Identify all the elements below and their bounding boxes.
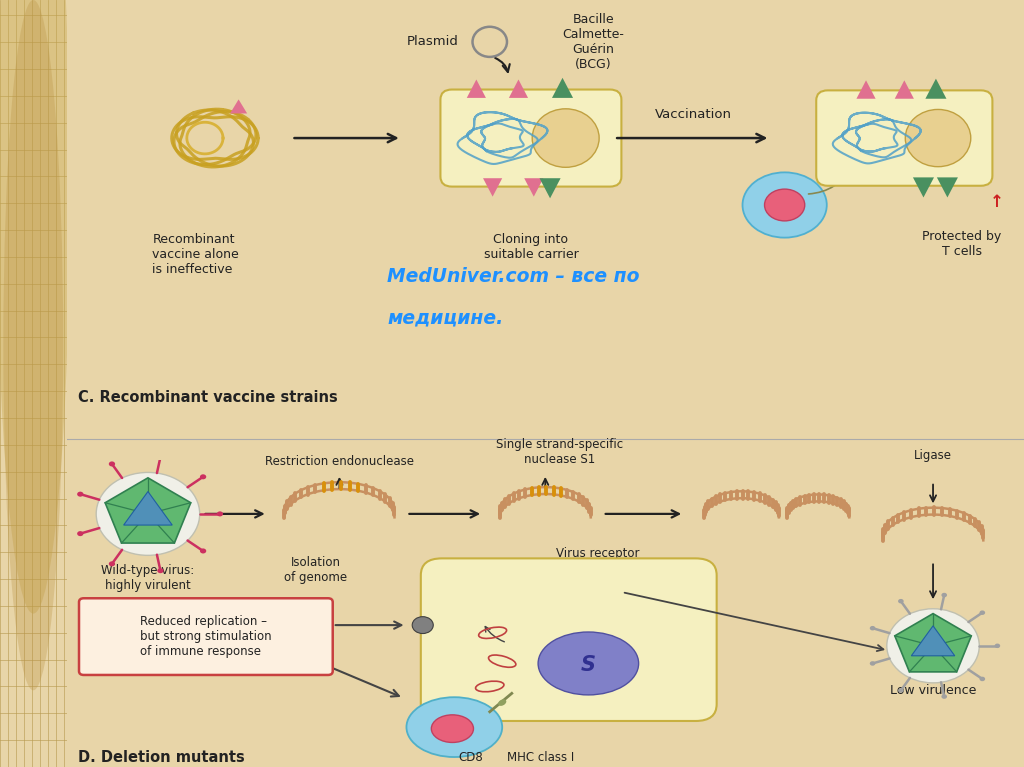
- Polygon shape: [552, 77, 573, 98]
- Text: Protected by
T cells: Protected by T cells: [923, 230, 1001, 258]
- Circle shape: [109, 561, 115, 566]
- Circle shape: [994, 644, 1000, 648]
- FancyBboxPatch shape: [421, 558, 717, 721]
- Circle shape: [941, 593, 947, 597]
- Ellipse shape: [431, 715, 473, 742]
- Circle shape: [869, 626, 876, 630]
- Ellipse shape: [742, 173, 826, 238]
- Circle shape: [941, 694, 947, 699]
- Polygon shape: [895, 614, 972, 672]
- Circle shape: [869, 661, 876, 666]
- FancyBboxPatch shape: [79, 598, 333, 675]
- Circle shape: [980, 611, 985, 615]
- Text: Reduced replication –
but strong stimulation
of immune response: Reduced replication – but strong stimula…: [139, 615, 271, 658]
- Ellipse shape: [765, 189, 805, 221]
- Polygon shape: [105, 478, 190, 543]
- Text: D. Deletion mutants: D. Deletion mutants: [78, 750, 245, 765]
- Circle shape: [980, 676, 985, 681]
- Circle shape: [217, 512, 223, 516]
- Polygon shape: [926, 79, 946, 99]
- Circle shape: [96, 472, 200, 555]
- Circle shape: [3, 0, 63, 690]
- Circle shape: [413, 617, 433, 634]
- Circle shape: [887, 609, 979, 683]
- Circle shape: [532, 109, 599, 167]
- Text: MedUniver.com – все по: MedUniver.com – все по: [387, 267, 640, 285]
- Text: Cloning into
suitable carrier: Cloning into suitable carrier: [483, 232, 579, 261]
- Circle shape: [200, 474, 206, 479]
- Text: ↑: ↑: [990, 193, 1005, 212]
- Polygon shape: [230, 100, 247, 114]
- FancyBboxPatch shape: [440, 90, 622, 186]
- Ellipse shape: [498, 700, 506, 706]
- Polygon shape: [483, 178, 502, 196]
- Text: S: S: [581, 655, 596, 675]
- Text: Virus receptor: Virus receptor: [556, 547, 640, 560]
- Text: C. Recombinant vaccine strains: C. Recombinant vaccine strains: [78, 390, 338, 405]
- Text: Ligase: Ligase: [914, 449, 952, 462]
- Circle shape: [200, 548, 206, 554]
- Circle shape: [898, 599, 904, 604]
- Text: Bacille
Calmette-
Guérin
(BCG): Bacille Calmette- Guérin (BCG): [562, 12, 624, 71]
- Polygon shape: [467, 80, 486, 98]
- Circle shape: [158, 568, 164, 573]
- Polygon shape: [524, 178, 544, 196]
- Circle shape: [77, 531, 83, 536]
- Circle shape: [158, 455, 164, 459]
- Text: Low virulence: Low virulence: [890, 684, 976, 696]
- Polygon shape: [124, 492, 172, 525]
- Text: CD8: CD8: [458, 752, 483, 764]
- Text: Recombinant
vaccine alone
is ineffective: Recombinant vaccine alone is ineffective: [153, 232, 240, 275]
- Text: Isolation
of genome: Isolation of genome: [284, 556, 347, 584]
- Polygon shape: [856, 81, 876, 99]
- Polygon shape: [911, 626, 954, 656]
- Circle shape: [0, 0, 70, 614]
- Text: MHC class I: MHC class I: [507, 752, 574, 764]
- Polygon shape: [913, 177, 934, 197]
- Circle shape: [109, 462, 115, 466]
- Text: медицине.: медицине.: [387, 308, 504, 328]
- Text: Plasmid: Plasmid: [407, 35, 459, 48]
- Circle shape: [898, 688, 904, 693]
- Ellipse shape: [407, 697, 502, 757]
- Text: Single strand-specific
nuclease S1: Single strand-specific nuclease S1: [496, 438, 624, 466]
- Polygon shape: [895, 81, 913, 99]
- Polygon shape: [937, 177, 957, 197]
- Text: Restriction endonuclease: Restriction endonuclease: [265, 455, 414, 468]
- Text: Vaccination: Vaccination: [655, 108, 732, 121]
- Polygon shape: [509, 80, 528, 98]
- FancyBboxPatch shape: [816, 91, 992, 186]
- Circle shape: [905, 110, 971, 166]
- Text: Wild-type virus:
highly virulent: Wild-type virus: highly virulent: [101, 564, 195, 592]
- Polygon shape: [540, 178, 560, 199]
- Circle shape: [77, 492, 83, 497]
- Ellipse shape: [538, 632, 639, 695]
